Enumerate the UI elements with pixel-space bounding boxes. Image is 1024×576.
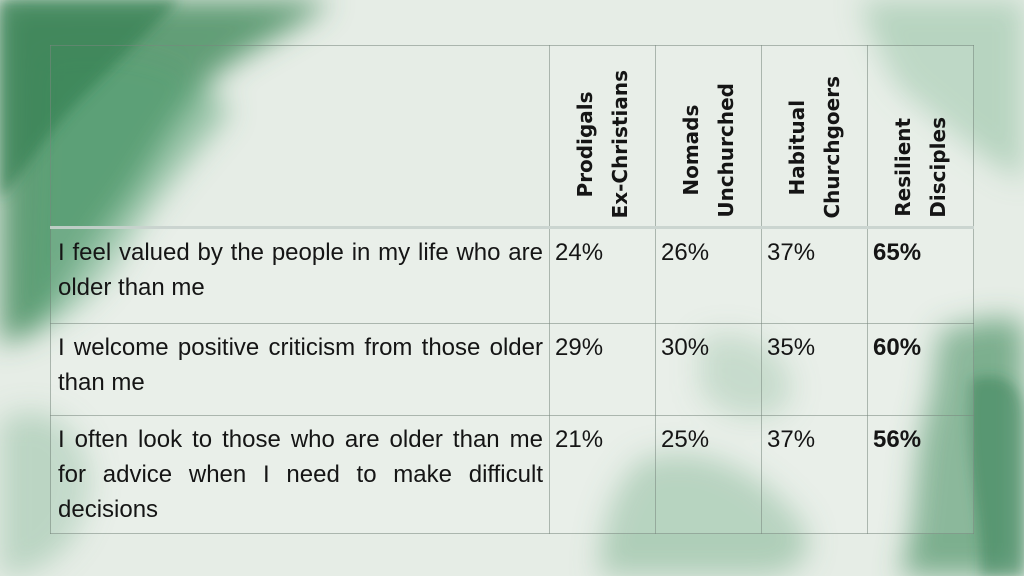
column-header-line1: Prodigals: [572, 90, 597, 197]
value-cell: 29%: [549, 323, 656, 416]
row-label: I welcome positive criticism from those …: [50, 323, 550, 416]
column-header-line1: Nomads: [678, 105, 703, 197]
column-header-nomads: Nomads Unchurched: [655, 45, 762, 229]
value-cell-highlight: 60%: [867, 323, 974, 416]
column-header-prodigals: Prodigals Ex-Christians: [549, 45, 656, 229]
value-cell: 35%: [761, 323, 868, 416]
column-header-line2: Disciples: [925, 117, 950, 218]
column-header-line2: Churchgoers: [819, 75, 844, 219]
value-cell-highlight: 65%: [867, 227, 974, 324]
table-row: I feel valued by the people in my life w…: [50, 227, 974, 324]
value-cell-highlight: 56%: [867, 415, 974, 534]
column-header-line1: Habitual: [784, 98, 809, 195]
survey-table: Prodigals Ex-Christians Nomads Unchurche…: [50, 45, 974, 534]
value-cell: 37%: [761, 227, 868, 324]
table-header-row: Prodigals Ex-Christians Nomads Unchurche…: [50, 45, 974, 229]
value-cell: 30%: [655, 323, 762, 416]
column-header-line1: Resilient: [890, 118, 915, 218]
table-row: I welcome positive criticism from those …: [50, 323, 974, 416]
row-label: I feel valued by the people in my life w…: [50, 227, 550, 324]
column-header-line2: Unchurched: [713, 83, 738, 218]
row-label: I often look to those who are older than…: [50, 415, 550, 534]
column-header-line2: Ex-Christians: [607, 69, 632, 218]
corner-cell: [50, 45, 550, 229]
value-cell: 21%: [549, 415, 656, 534]
value-cell: 25%: [655, 415, 762, 534]
column-header-resilient: Resilient Disciples: [867, 45, 974, 229]
value-cell: 37%: [761, 415, 868, 534]
value-cell: 26%: [655, 227, 762, 324]
value-cell: 24%: [549, 227, 656, 324]
table-row: I often look to those who are older than…: [50, 415, 974, 534]
column-header-habitual: Habitual Churchgoers: [761, 45, 868, 229]
